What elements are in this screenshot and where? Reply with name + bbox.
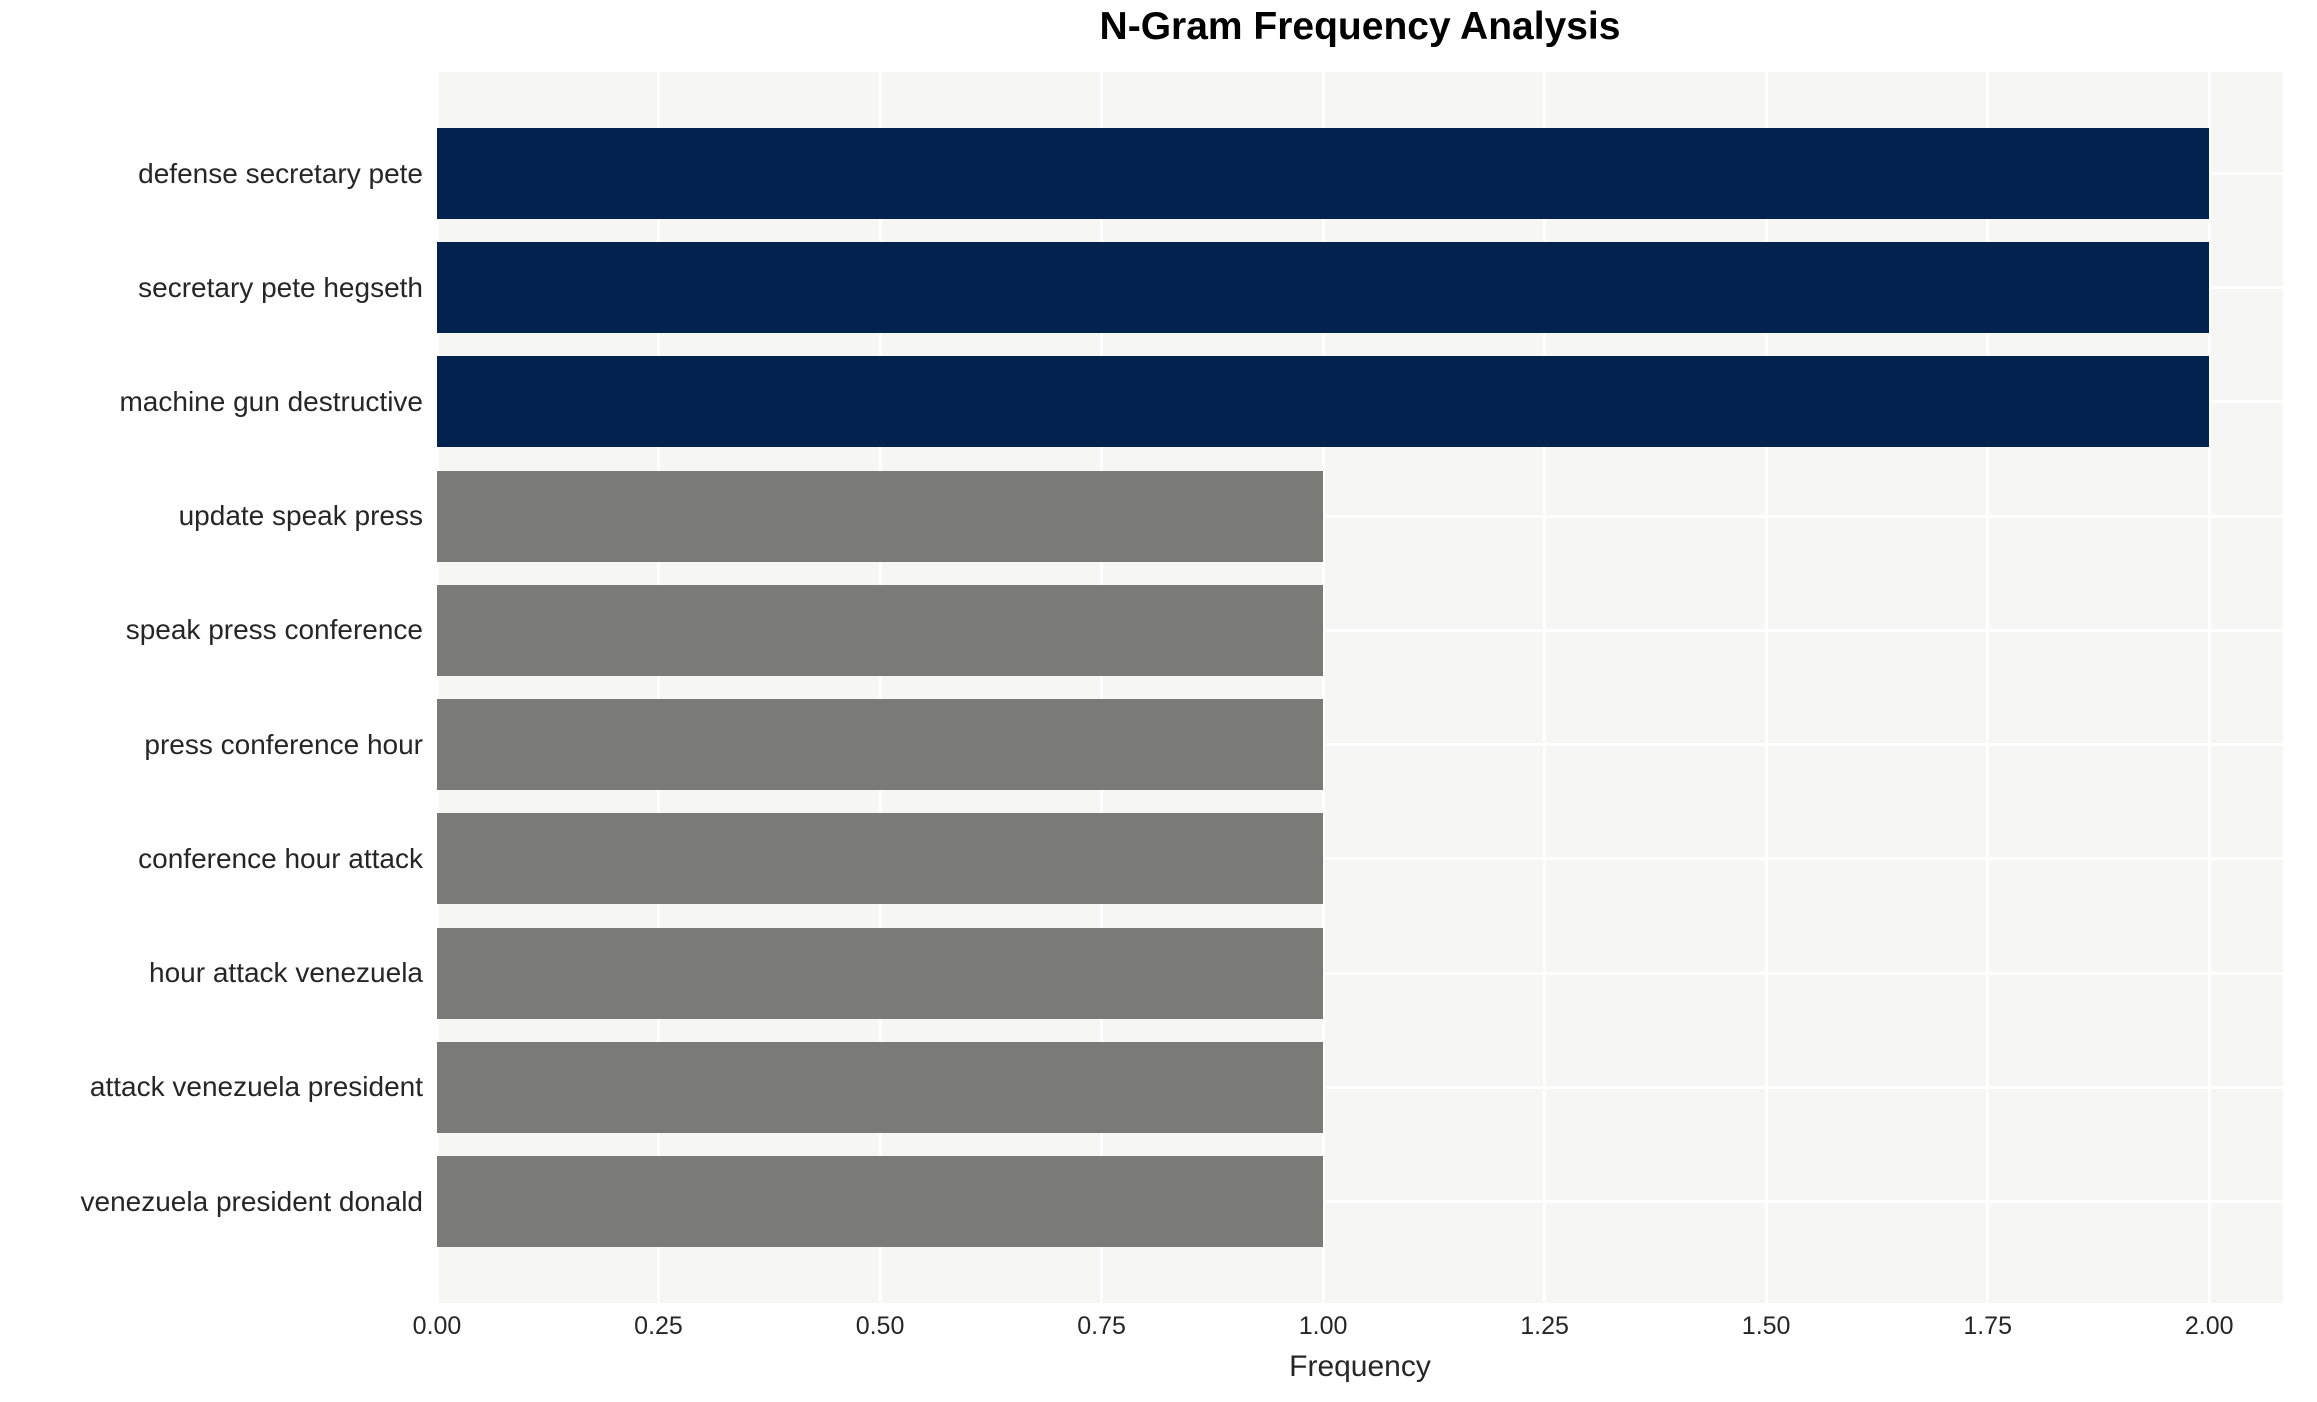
y-axis-label: secretary pete hegseth xyxy=(138,271,423,303)
x-tick-label: 0.25 xyxy=(634,1312,683,1340)
x-tick-label: 1.75 xyxy=(1963,1312,2012,1340)
bar-conference-hour-attack xyxy=(437,813,1324,905)
vertical-gridline xyxy=(657,72,661,1303)
bar-press-conference-hour xyxy=(437,699,1324,791)
y-axis-label: update speak press xyxy=(178,500,423,532)
x-tick-label: 2.00 xyxy=(2184,1312,2234,1340)
y-axis-labels: defense secretary pete secretary pete heg… xyxy=(0,72,437,1303)
horizontal-gridline xyxy=(437,628,2283,632)
horizontal-gridline xyxy=(437,743,2283,747)
horizontal-gridline xyxy=(437,1200,2283,1203)
vertical-gridline xyxy=(437,72,439,1303)
bar-attack-venezuela-president xyxy=(437,1041,1324,1133)
y-axis-label: speak press conference xyxy=(125,614,423,646)
x-axis-title: Frequency xyxy=(1289,1350,1431,1383)
chart-title: N-Gram Frequency Analysis xyxy=(1099,5,1621,48)
bar-speak-press-conference xyxy=(437,584,1324,676)
y-axis-label: hour attack venezuela xyxy=(149,957,423,989)
x-tick-label: 1.25 xyxy=(1520,1312,1569,1340)
horizontal-gridline xyxy=(437,1085,2283,1089)
y-axis-label: attack venezuela president xyxy=(89,1071,423,1103)
x-tick-label: 0.75 xyxy=(1077,1312,1126,1340)
y-axis-label: machine gun destructive xyxy=(119,385,423,417)
bar-machine-gun-destructive xyxy=(437,356,2210,448)
y-axis-label: press conference hour xyxy=(144,728,423,760)
y-axis-label: defense secretary pete xyxy=(138,157,423,189)
vertical-gridline xyxy=(1764,72,1768,1303)
vertical-gridline xyxy=(2207,72,2211,1303)
horizontal-gridline xyxy=(437,971,2283,975)
horizontal-gridline xyxy=(437,857,2283,861)
x-tick-label: 1.00 xyxy=(1298,1312,1348,1340)
vertical-gridline xyxy=(1100,72,1104,1303)
bar-venezuela-president-donald xyxy=(437,1156,1324,1247)
plot-area xyxy=(437,72,2283,1303)
horizontal-gridline xyxy=(437,514,2283,518)
x-tick-label: 1.50 xyxy=(1741,1312,1791,1340)
bar-update-speak-press xyxy=(437,470,1324,562)
vertical-gridline xyxy=(1986,72,1990,1303)
x-tick-label: 0.50 xyxy=(855,1312,905,1340)
vertical-gridline xyxy=(1543,72,1547,1303)
vertical-gridline xyxy=(878,72,882,1303)
bar-defense-secretary-pete xyxy=(437,128,2210,219)
vertical-gridline xyxy=(1321,72,1325,1303)
y-axis-label: conference hour attack xyxy=(138,842,423,874)
bar-secretary-pete-hegseth xyxy=(437,242,2210,334)
bar-hour-attack-venezuela xyxy=(437,927,1324,1019)
x-tick-label: 0.00 xyxy=(412,1312,462,1340)
y-axis-label: venezuela president donald xyxy=(80,1185,423,1217)
